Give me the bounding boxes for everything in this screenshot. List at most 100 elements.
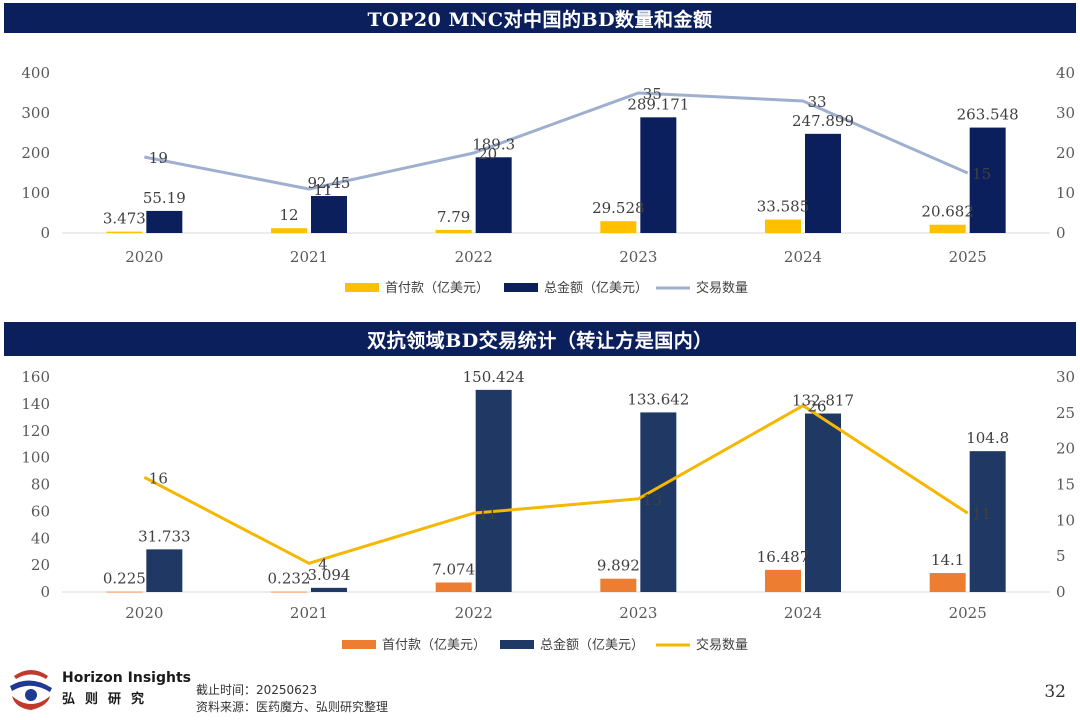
chart2-bar-total (146, 549, 183, 592)
chart2-legend-label: 交易数量 (696, 637, 748, 653)
chart1-label-total: 189.3 (472, 135, 515, 153)
chart1-label-total: 92.45 (308, 174, 351, 192)
chart1-label-deals: 15 (972, 165, 991, 183)
chart1-y-tick: 200 (21, 144, 50, 162)
chart2-bar-upfront (600, 578, 637, 592)
chart2-y2-tick: 20 (1056, 440, 1075, 458)
chart1-bar-upfront (929, 224, 966, 233)
chart2-y2-tick: 30 (1056, 368, 1075, 386)
chart2-label-upfront: 16.487 (757, 548, 810, 566)
chart1-legend-label: 总金额（亿美元） (544, 280, 648, 296)
chart2-legend-label: 总金额（亿美元） (540, 637, 644, 653)
chart2-label-deals: 16 (149, 469, 168, 487)
chart1-x-tick: 2025 (949, 248, 987, 266)
chart2-y-tick: 120 (21, 422, 50, 440)
chart1-label-upfront: 33.585 (757, 198, 810, 216)
chart1-x-tick: 2024 (784, 248, 822, 266)
cutoff-date: 截止时间：20250623 (196, 683, 318, 697)
chart2-label-total: 104.8 (966, 429, 1009, 447)
chart1-y2-tick: 10 (1056, 184, 1075, 202)
chart1-bar-upfront (106, 231, 143, 233)
chart2-y2-tick: 5 (1056, 547, 1066, 565)
chart2-x-tick: 2025 (949, 604, 987, 622)
chart2-label-upfront: 14.1 (931, 551, 964, 569)
chart2-bar-upfront (929, 573, 966, 592)
chart2-y-tick: 40 (31, 529, 50, 547)
chart1-y2-tick: 40 (1056, 64, 1075, 82)
footer-notes: 截止时间：20250623 资料来源：医药魔方、弘则研究整理 (196, 682, 388, 716)
chart2-y2-tick: 10 (1056, 511, 1075, 529)
chart2-bar-total (805, 413, 841, 592)
chart2-y-tick: 0 (40, 583, 50, 601)
chart1-label-total: 247.899 (792, 112, 854, 130)
chart1-bar-total (311, 196, 347, 233)
chart2-bar-total (475, 389, 512, 592)
chart2-legend-label: 首付款（亿美元） (382, 638, 486, 653)
chart2-x-tick: 2022 (455, 604, 493, 622)
chart2-label-upfront: 9.892 (597, 557, 640, 575)
chart1-bar-upfront (435, 229, 472, 233)
chart1-line-deals (144, 91, 969, 191)
chart2-x-tick: 2021 (290, 604, 328, 622)
chart2-y-tick: 80 (31, 476, 50, 494)
brand-cn: 弘则研究 (62, 692, 155, 707)
chart2-label-deals: 13 (643, 491, 662, 509)
chart2-bar-upfront (271, 591, 307, 593)
chart2-x-tick: 2023 (619, 604, 657, 622)
chart2-label-upfront: 0.225 (103, 570, 146, 588)
chart1-y2-tick: 20 (1056, 144, 1075, 162)
chart1-legend-swatch (345, 283, 379, 292)
chart2-label-total: 132.817 (792, 392, 854, 410)
chart1-label-deals: 20 (478, 145, 497, 163)
chart1-label-upfront: 7.79 (437, 208, 470, 226)
chart2-label-upfront: 0.232 (268, 570, 311, 588)
chart1-bar-total (805, 133, 841, 233)
chart1-label-deals: 33 (807, 93, 826, 111)
horizon-logo-icon (10, 670, 52, 710)
chart1-label-upfront: 20.682 (921, 203, 974, 221)
chart2-legend-swatch (500, 640, 534, 649)
chart2-label-total: 133.642 (627, 390, 689, 408)
chart1-label-upfront: 29.528 (592, 199, 645, 217)
chart2-x-tick: 2020 (125, 604, 163, 622)
chart1-label-deals: 11 (313, 181, 332, 199)
chart1-bar-upfront (271, 228, 307, 233)
chart2-bar-upfront (765, 569, 801, 592)
chart2-bar-upfront (435, 582, 472, 592)
page-number: 32 (1044, 682, 1066, 702)
chart1-bar-total (475, 157, 512, 233)
chart2-x-tick: 2024 (784, 604, 822, 622)
chart2-bar-total (311, 587, 347, 592)
chart1-label-deals: 19 (149, 149, 168, 167)
chart1-y-tick: 300 (21, 104, 50, 122)
chart1-label-upfront: 3.473 (103, 210, 146, 228)
chart2-label-deals: 4 (318, 555, 328, 573)
chart1-bar-total (640, 117, 677, 233)
chart2-label-deals: 11 (478, 505, 497, 523)
chart1-label-upfront: 12 (279, 206, 298, 224)
brand-en: Horizon Insights (62, 670, 191, 686)
chart2-label-total: 3.094 (308, 566, 351, 584)
chart1-bar-upfront (765, 219, 801, 233)
chart1-y-tick: 400 (21, 64, 50, 82)
chart1-x-tick: 2021 (290, 248, 328, 266)
chart2-y2-tick: 0 (1056, 583, 1066, 601)
chart2-legend-swatch (342, 640, 376, 649)
chart1-x-tick: 2022 (455, 248, 493, 266)
chart2-y-tick: 140 (21, 395, 50, 413)
chart2-title: 双抗领域BD交易统计（转让方是国内） (4, 322, 1076, 356)
chart1-bar-total (146, 210, 183, 233)
chart1-y2-tick: 0 (1056, 224, 1066, 242)
chart2-y-tick: 20 (31, 556, 50, 574)
chart1-label-deals: 35 (643, 85, 662, 103)
chart1-legend-label: 交易数量 (696, 280, 748, 296)
chart2-bar-upfront (106, 591, 143, 593)
chart1-bar-total (969, 127, 1006, 233)
brand: Horizon Insights 弘则研究 (62, 670, 191, 707)
chart2-label-deals: 26 (807, 398, 826, 416)
chart1: 0 100 200 300 400 0 10 20 30 40 2020 2021 2022 2023 20… (21, 64, 1075, 296)
chart2-y2-tick: 15 (1056, 476, 1075, 494)
chart2-label-deals: 11 (972, 505, 991, 523)
chart2-label-upfront: 7.074 (432, 560, 475, 578)
